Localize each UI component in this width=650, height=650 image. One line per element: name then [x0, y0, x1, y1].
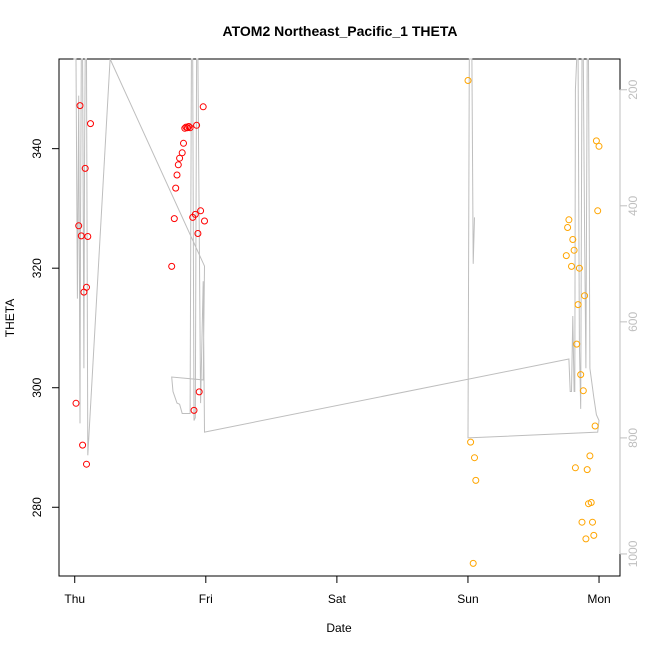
data-point-red — [168, 262, 176, 270]
data-point-red — [83, 460, 90, 468]
data-point-orange — [571, 464, 579, 472]
plot-frame — [58, 58, 621, 577]
data-point-red — [173, 171, 181, 179]
x-axis-label: Date — [326, 621, 352, 635]
data-point-red — [170, 215, 178, 223]
chart-title: ATOM2 Northeast_Pacific_1 THETA — [223, 23, 458, 39]
x-tick-label: Mon — [587, 592, 610, 606]
data-point-orange — [471, 454, 478, 462]
data-point-orange — [594, 207, 602, 215]
data-point-red — [79, 441, 87, 449]
y2-tick-label: 600 — [626, 312, 640, 332]
data-point-red — [184, 124, 191, 132]
data-point-orange — [583, 466, 591, 474]
data-point-orange — [570, 246, 578, 254]
data-point-orange — [575, 264, 583, 272]
x-tick-label: Thu — [64, 592, 85, 606]
y-tick-label: 320 — [30, 258, 44, 278]
y-axis: 280 300 320 340 — [30, 138, 60, 517]
data-point-red — [83, 283, 90, 291]
depth-profile-line — [73, 58, 600, 456]
data-point-orange — [467, 438, 475, 446]
data-point-red — [174, 161, 182, 169]
points-layer — [72, 77, 603, 567]
data-point-orange — [579, 387, 587, 395]
data-point-orange — [573, 340, 581, 348]
data-point-red — [72, 399, 80, 407]
x-tick-label: Fri — [199, 592, 213, 606]
data-point-orange — [590, 531, 598, 539]
data-point-orange — [582, 535, 590, 543]
y2-tick-label: 1000 — [626, 540, 640, 567]
data-point-orange — [587, 499, 595, 506]
data-point-orange — [581, 292, 589, 300]
y2-tick-label: 400 — [626, 195, 640, 215]
y-tick-label: 280 — [30, 497, 44, 517]
data-point-red — [176, 154, 184, 162]
data-point-red — [84, 233, 92, 240]
data-point-red — [191, 210, 199, 218]
y2-axis: 200 400 600 800 1000 — [619, 79, 640, 567]
data-point-orange — [568, 262, 575, 270]
data-point-red — [197, 207, 205, 215]
data-point-orange — [472, 476, 480, 484]
data-point-orange — [589, 518, 596, 526]
data-point-red — [178, 149, 186, 157]
data-point-red — [201, 217, 208, 225]
data-point-red — [87, 120, 94, 128]
data-point-red — [190, 406, 198, 414]
x-tick-label: Sat — [328, 592, 347, 606]
data-point-orange — [578, 518, 586, 526]
data-point-red — [81, 164, 89, 172]
data-point-red — [193, 121, 201, 129]
data-point-red — [194, 230, 202, 237]
data-point-red — [76, 102, 84, 110]
data-point-red — [180, 139, 187, 147]
data-point-red — [199, 103, 207, 111]
y2-tick-label: 200 — [626, 79, 640, 99]
data-point-red — [186, 124, 194, 132]
data-point-orange — [564, 224, 572, 231]
data-point-red — [185, 123, 193, 130]
data-point-orange — [562, 252, 570, 260]
data-point-orange — [464, 77, 472, 84]
data-point-red — [172, 184, 180, 192]
x-tick-label: Sun — [457, 592, 478, 606]
data-point-red — [181, 124, 189, 132]
data-point-orange — [592, 137, 600, 145]
data-point-orange — [577, 371, 585, 379]
data-point-red — [77, 232, 85, 240]
data-point-red — [195, 388, 203, 396]
data-point-red — [75, 222, 83, 230]
data-point-orange — [595, 142, 603, 150]
data-point-orange — [574, 301, 582, 309]
depth-line-layer — [73, 58, 600, 456]
data-point-orange — [565, 216, 573, 224]
data-point-orange — [569, 236, 577, 243]
y-axis-label: THETA — [3, 299, 17, 337]
data-point-orange — [469, 559, 477, 567]
y2-tick-label: 800 — [626, 428, 640, 448]
x-axis: Thu Fri Sat Sun Mon — [64, 575, 611, 606]
y-tick-label: 300 — [30, 377, 44, 397]
data-point-orange — [591, 422, 599, 430]
data-point-orange — [586, 452, 594, 460]
y-tick-label: 340 — [30, 138, 44, 158]
